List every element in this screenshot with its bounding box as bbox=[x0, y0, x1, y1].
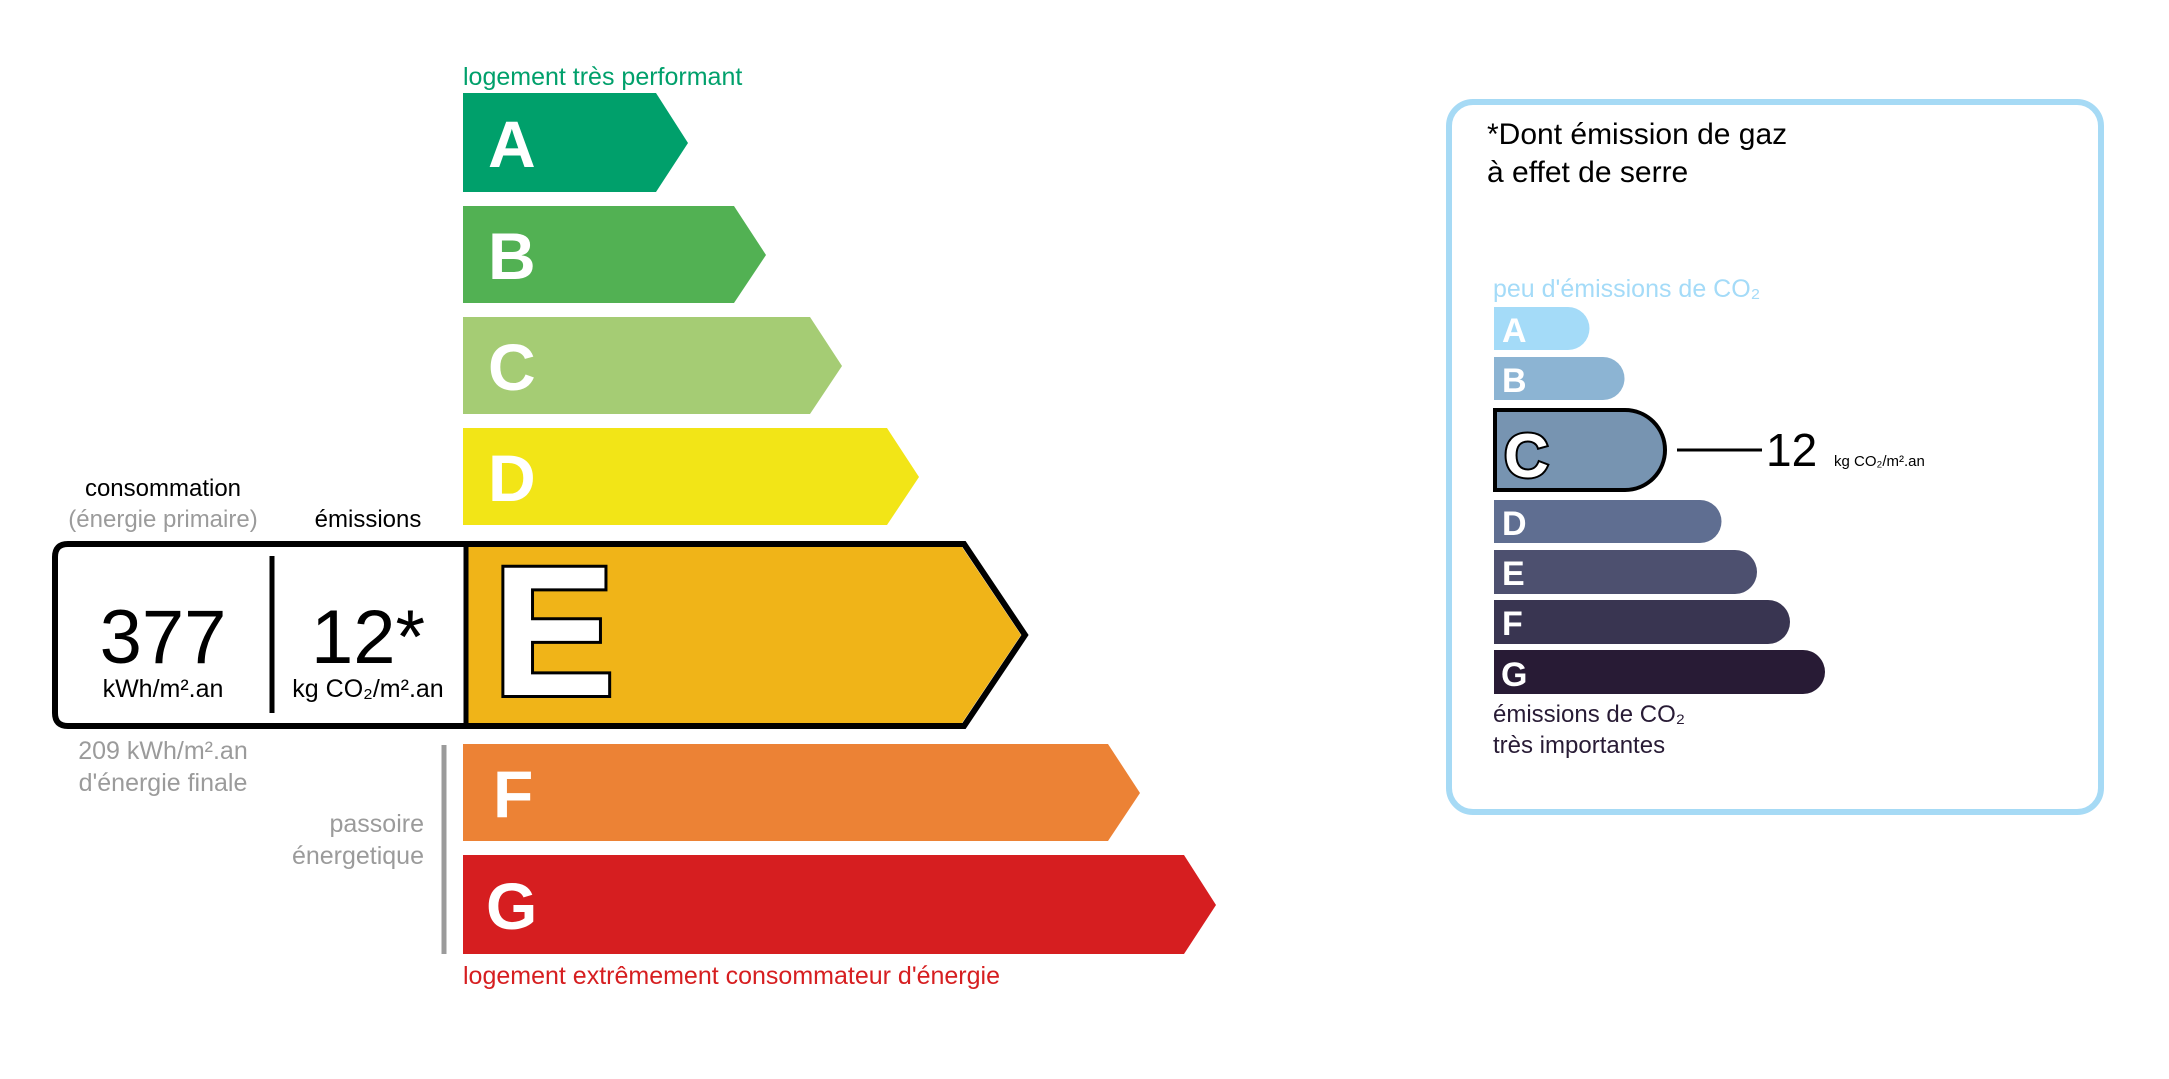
dpe-bar-b bbox=[463, 206, 766, 303]
ges-title-1: *Dont émission de gaz bbox=[1487, 118, 1787, 151]
ges-bar-g bbox=[1494, 650, 1825, 694]
emissions-unit: kg CO₂/m².an bbox=[292, 675, 443, 703]
dpe-letter-e: E bbox=[492, 529, 615, 735]
dpe-bar-e bbox=[467, 547, 1021, 723]
consumption-header: consommation bbox=[85, 475, 241, 502]
dpe-letter-f: F bbox=[493, 757, 533, 831]
ges-letter-e: E bbox=[1502, 555, 1525, 593]
ges-bar-d bbox=[1494, 500, 1722, 543]
dpe-letter-a: A bbox=[488, 107, 536, 181]
dpe-letter-b: B bbox=[488, 219, 536, 293]
final-energy-label: d'énergie finale bbox=[79, 769, 248, 797]
consumption-sub: (énergie primaire) bbox=[68, 506, 257, 533]
ges-letter-a: A bbox=[1502, 312, 1527, 350]
ges-bar-a bbox=[1494, 307, 1590, 350]
ges-value: 12 bbox=[1766, 424, 1817, 476]
ges-bottom-label-1: émissions de CO₂ bbox=[1493, 701, 1685, 728]
dpe-letter-g: G bbox=[486, 869, 537, 943]
ges-top-label: peu d'émissions de CO₂ bbox=[1493, 275, 1760, 303]
dpe-letter-d: D bbox=[488, 441, 536, 515]
ges-letter-c: C bbox=[1504, 422, 1549, 491]
ges-letter-f: F bbox=[1502, 605, 1523, 643]
ges-bar-f bbox=[1494, 600, 1790, 644]
ges-bar-c bbox=[1493, 408, 1667, 492]
dpe-top-label: logement très performant bbox=[463, 63, 742, 91]
emissions-header: émissions bbox=[315, 506, 422, 533]
ges-letter-g: G bbox=[1501, 656, 1527, 694]
ges-bar-b bbox=[1494, 357, 1625, 400]
dpe-bar-f bbox=[463, 744, 1140, 841]
ges-bottom-label-2: très importantes bbox=[1493, 732, 1665, 759]
ges-panel: *Dont émission de gaz à effet de serre p… bbox=[1446, 99, 2104, 815]
consumption-value: 377 bbox=[100, 595, 227, 680]
passoire-label-1: passoire bbox=[330, 810, 425, 838]
ges-letter-d: D bbox=[1502, 505, 1527, 543]
consumption-unit: kWh/m².an bbox=[103, 675, 224, 703]
dpe-bottom-label: logement extrêmement consommateur d'éner… bbox=[463, 962, 1000, 990]
dpe-bar-c bbox=[463, 317, 842, 414]
dpe-bar-g bbox=[463, 855, 1216, 954]
dpe-bar-a bbox=[463, 93, 688, 192]
ges-title-2: à effet de serre bbox=[1487, 156, 1688, 189]
dpe-scale: logement très performant A B C D E conso… bbox=[52, 63, 1216, 990]
ges-bar-e bbox=[1494, 550, 1757, 594]
passoire-label-2: énergetique bbox=[292, 842, 424, 870]
ges-unit: kg CO₂/m².an bbox=[1834, 453, 1925, 470]
final-energy-value: 209 kWh/m².an bbox=[78, 737, 248, 765]
emissions-value: 12* bbox=[311, 595, 425, 680]
ges-letter-b: B bbox=[1502, 362, 1527, 400]
dpe-bar-d bbox=[463, 428, 919, 525]
dpe-letter-c: C bbox=[488, 330, 536, 404]
